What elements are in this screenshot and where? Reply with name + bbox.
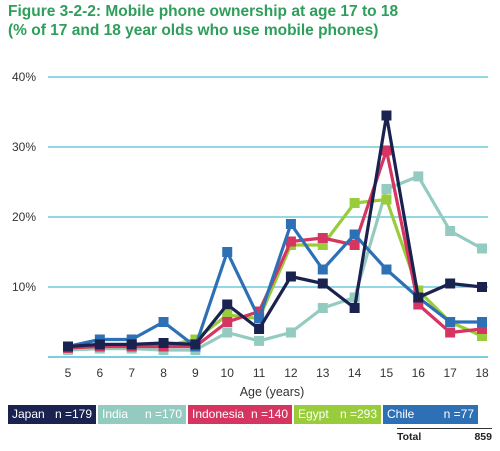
x-tick-label: 7	[128, 366, 135, 380]
data-point-indonesia	[254, 306, 265, 317]
data-point-japan	[190, 339, 201, 350]
legend-item-chile: Chile n =77	[383, 405, 478, 424]
x-tick-label: 5	[65, 366, 72, 380]
legend-item-egypt: Egypt n =293	[294, 405, 381, 424]
data-point-indonesia	[317, 233, 328, 243]
data-point-indonesia	[477, 324, 487, 334]
x-tick-label: 15	[380, 366, 394, 380]
data-point-chile	[349, 229, 360, 240]
data-point-japan	[222, 299, 233, 310]
legend-item-japan: Japan n =179	[8, 405, 96, 424]
series-line-indonesia	[67, 148, 483, 350]
data-point-india	[381, 184, 392, 194]
x-tick-label: 6	[97, 366, 104, 380]
series-line-chile	[67, 222, 482, 349]
data-point-india	[477, 243, 487, 254]
data-point-japan	[126, 339, 137, 350]
legend-sample-size: n =293	[339, 407, 377, 421]
data-point-japan	[254, 324, 265, 334]
data-point-egypt	[317, 240, 328, 250]
x-tick-label: 11	[253, 366, 266, 380]
x-tick-label: 14	[348, 366, 362, 380]
legend-name: India	[102, 407, 129, 421]
data-point-india	[254, 335, 265, 346]
data-point-indonesia	[222, 317, 233, 327]
data-point-japan	[94, 339, 105, 350]
x-tick-labels: 5 6 7 8 9 10 11 12 13 14 15 16 17 18	[65, 366, 489, 380]
x-tick-label: 9	[192, 366, 199, 380]
data-point-japan	[477, 282, 487, 292]
legend-sample-size: n =77	[443, 407, 474, 421]
legend-sample-size: n =179	[54, 407, 92, 421]
series-line-india	[67, 174, 483, 352]
x-tick-label: 16	[412, 366, 426, 380]
data-point-chile	[445, 317, 456, 327]
data-point-chile	[381, 264, 392, 275]
data-point-chile	[317, 264, 328, 275]
data-point-egypt	[222, 310, 233, 320]
series-india	[63, 171, 487, 355]
legend-name: Japan	[12, 407, 45, 421]
data-point-india	[222, 327, 233, 338]
chart-title: Figure 3-2-2: Mobile phone ownership at …	[8, 2, 496, 40]
data-point-india	[317, 303, 328, 313]
data-point-india	[349, 292, 360, 303]
data-point-egypt	[349, 198, 360, 208]
legend-name: Chile	[387, 407, 415, 421]
legend-item-india: India n =170	[98, 405, 186, 424]
total-label: Total	[397, 431, 422, 443]
y-tick-label: 20%	[12, 210, 36, 224]
chart-title-line1: Figure 3-2-2: Mobile phone ownership at …	[8, 3, 399, 20]
chart-title-line2: (% of 17 and 18 year olds who use mobile…	[8, 22, 379, 39]
series-line-japan	[67, 113, 483, 349]
data-point-india	[445, 226, 456, 236]
y-tick-label: 40%	[12, 70, 36, 84]
data-point-japan	[413, 292, 424, 303]
data-point-egypt	[477, 331, 487, 341]
series-japan	[63, 110, 487, 352]
data-point-india	[413, 171, 424, 182]
line-chart: 40% 30% 20% 10% 5 6 7 8 9 10 11 12 13 14 15 16 17 18 Age…	[12, 70, 489, 399]
legend-sample-size: n =140	[250, 407, 288, 421]
x-axis-label: Age (years)	[240, 385, 305, 399]
series-indonesia	[63, 145, 487, 353]
total-value: 859	[474, 431, 492, 443]
data-point-chile	[158, 317, 169, 327]
data-point-indonesia	[349, 240, 360, 250]
y-tick-label: 30%	[12, 140, 36, 154]
x-tick-label: 18	[475, 366, 489, 380]
total-row: Total 859	[397, 428, 492, 443]
data-point-indonesia	[413, 299, 424, 310]
y-tick-label: 10%	[12, 280, 36, 294]
x-tick-label: 12	[284, 366, 298, 380]
x-tick-label: 8	[160, 366, 167, 380]
data-point-indonesia	[285, 236, 296, 247]
data-point-japan	[381, 110, 392, 121]
data-point-chile	[222, 247, 233, 257]
data-point-japan	[445, 278, 456, 289]
x-tick-label: 10	[221, 366, 235, 380]
x-tick-label: 17	[443, 366, 457, 380]
legend: Japan n =179 India n =170 Indonesia n =140 Egy…	[8, 405, 478, 424]
data-point-chile	[254, 313, 265, 324]
data-point-japan	[63, 341, 73, 352]
data-point-egypt	[381, 194, 392, 205]
data-point-chile	[477, 317, 487, 327]
grid-lines	[48, 76, 488, 358]
data-point-india	[285, 327, 296, 338]
legend-item-indonesia: Indonesia n =140	[188, 405, 292, 424]
legend-name: Indonesia	[192, 407, 245, 421]
x-tick-label: 13	[316, 366, 330, 380]
y-tick-labels: 40% 30% 20% 10%	[12, 70, 36, 294]
legend-name: Egypt	[298, 407, 329, 421]
data-point-chile	[285, 219, 296, 229]
data-point-japan	[285, 271, 296, 282]
data-point-japan	[349, 303, 360, 313]
data-point-japan	[158, 338, 169, 348]
legend-sample-size: n =170	[144, 407, 182, 421]
data-point-indonesia	[445, 327, 456, 338]
series-layer	[63, 110, 487, 355]
data-point-japan	[317, 278, 328, 289]
data-point-indonesia	[381, 145, 392, 156]
